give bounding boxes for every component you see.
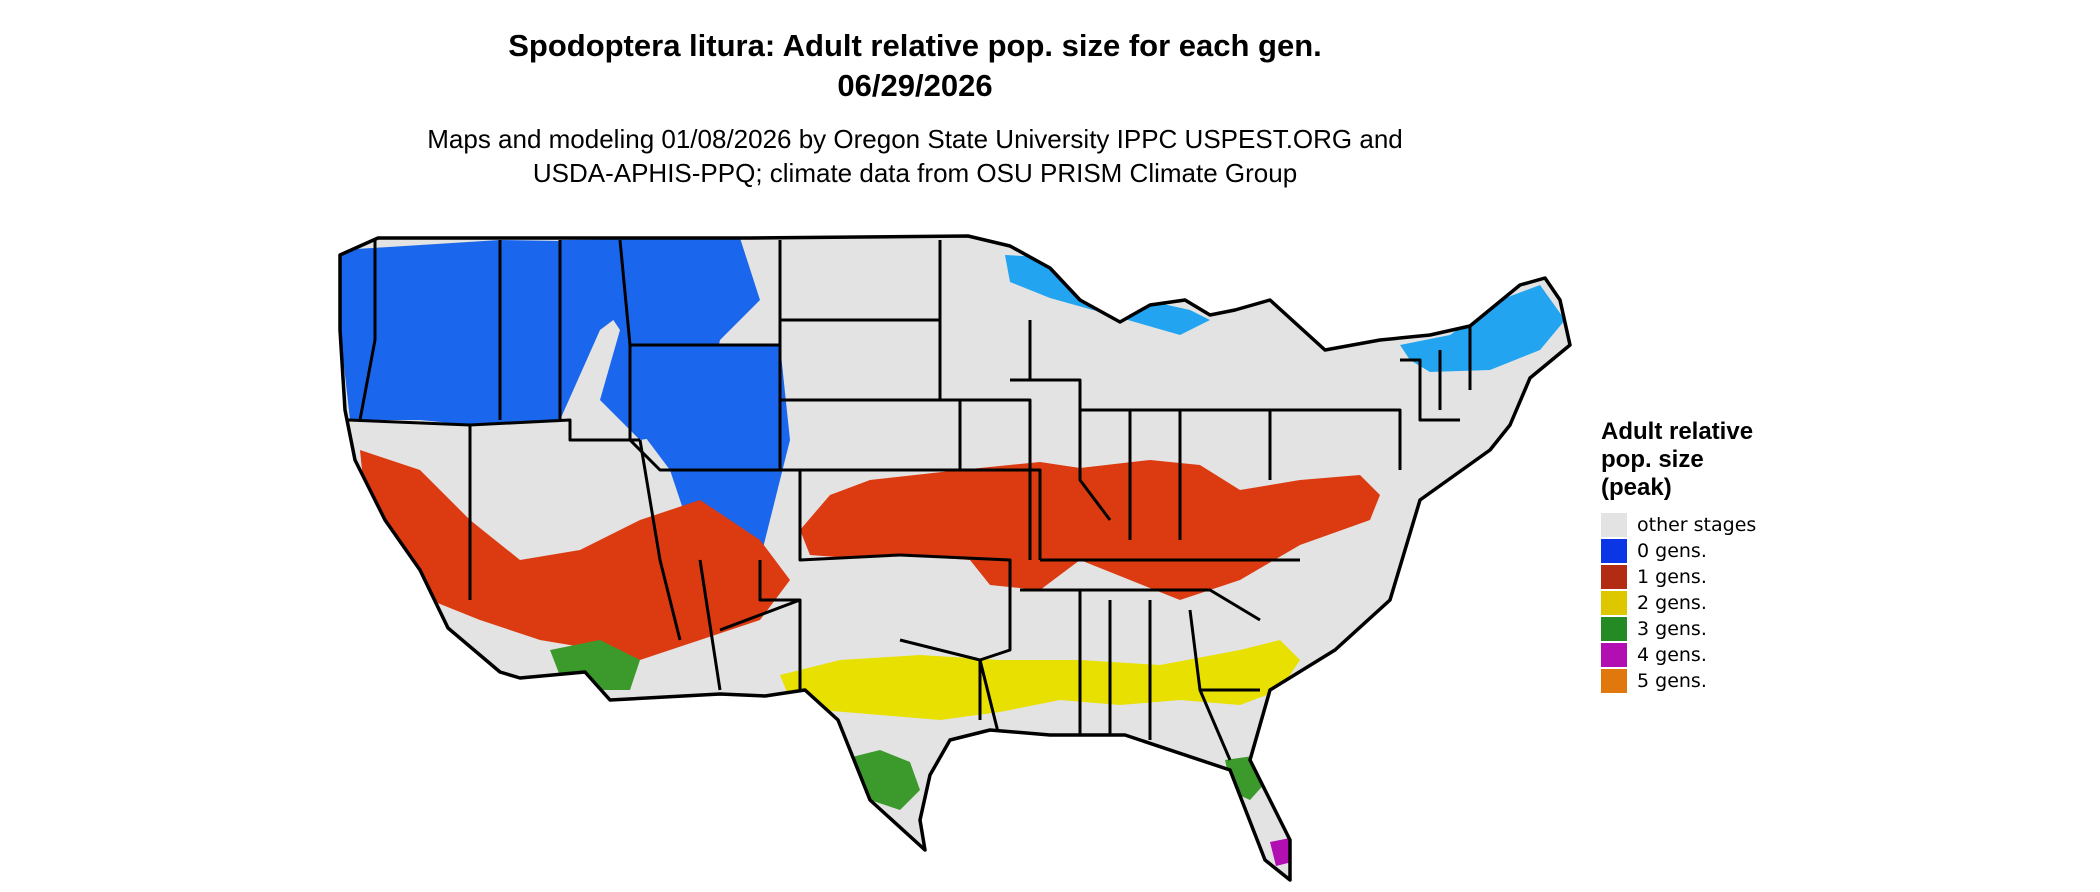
zone-south-florida-4-gens (1270, 838, 1292, 866)
legend-label: 2 gens. (1637, 592, 1707, 614)
legend-title-line: (peak) (1601, 474, 1672, 501)
zone-northern-rockies-0-gens (560, 238, 760, 440)
us-outline (338, 234, 1572, 882)
zone-southwest-1-gens (360, 450, 790, 660)
legend-item-0-gens: 0 gens. (1601, 538, 1801, 564)
legend-swatch (1601, 513, 1627, 537)
legend-item-5-gens: 5 gens. (1601, 668, 1801, 694)
us-map-graphic (338, 234, 1572, 882)
us-map (320, 220, 1580, 890)
map-credit-line-1: Maps and modeling 01/08/2026 by Oregon S… (427, 124, 1403, 154)
legend-item-3-gens: 3 gens. (1601, 616, 1801, 642)
legend-swatch (1601, 591, 1627, 615)
state-borders (347, 239, 1472, 761)
legend-label: 5 gens. (1637, 670, 1707, 692)
legend-item-1-gens: 1 gens. (1601, 564, 1801, 590)
zone-pacific-northwest-0-gens (340, 240, 640, 425)
legend-swatch (1601, 643, 1627, 667)
map-legend: Adult relative pop. size (peak) other st… (1601, 418, 1801, 694)
legend-item-2-gens: 2 gens. (1601, 590, 1801, 616)
legend-title-line: pop. size (1601, 446, 1704, 473)
zone-central-band-1-gens (800, 460, 1380, 600)
legend-title-line: Adult relative (1601, 418, 1754, 445)
map-date: 06/29/2026 (837, 68, 993, 103)
legend-label: 0 gens. (1637, 540, 1707, 562)
map-credit-line-2: USDA-APHIS-PPQ; climate data from OSU PR… (532, 158, 1298, 188)
legend-label: 1 gens. (1637, 566, 1707, 588)
legend-label: 3 gens. (1637, 618, 1707, 640)
zone-southern-band-2-gens (780, 640, 1300, 720)
legend-label: 4 gens. (1637, 644, 1707, 666)
legend-item-4-gens: 4 gens. (1601, 642, 1801, 668)
legend-item-other-stages: other stages (1601, 512, 1801, 538)
legend-swatch (1601, 617, 1627, 641)
legend-label: other stages (1637, 514, 1757, 536)
legend-title: Adult relative pop. size (peak) (1601, 418, 1801, 502)
zone-south-texas-3-gens (840, 750, 920, 810)
legend-swatch (1601, 565, 1627, 589)
legend-swatch (1601, 539, 1627, 563)
legend-swatch (1601, 669, 1627, 693)
map-title: Spodoptera litura: Adult relative pop. s… (508, 28, 1322, 63)
